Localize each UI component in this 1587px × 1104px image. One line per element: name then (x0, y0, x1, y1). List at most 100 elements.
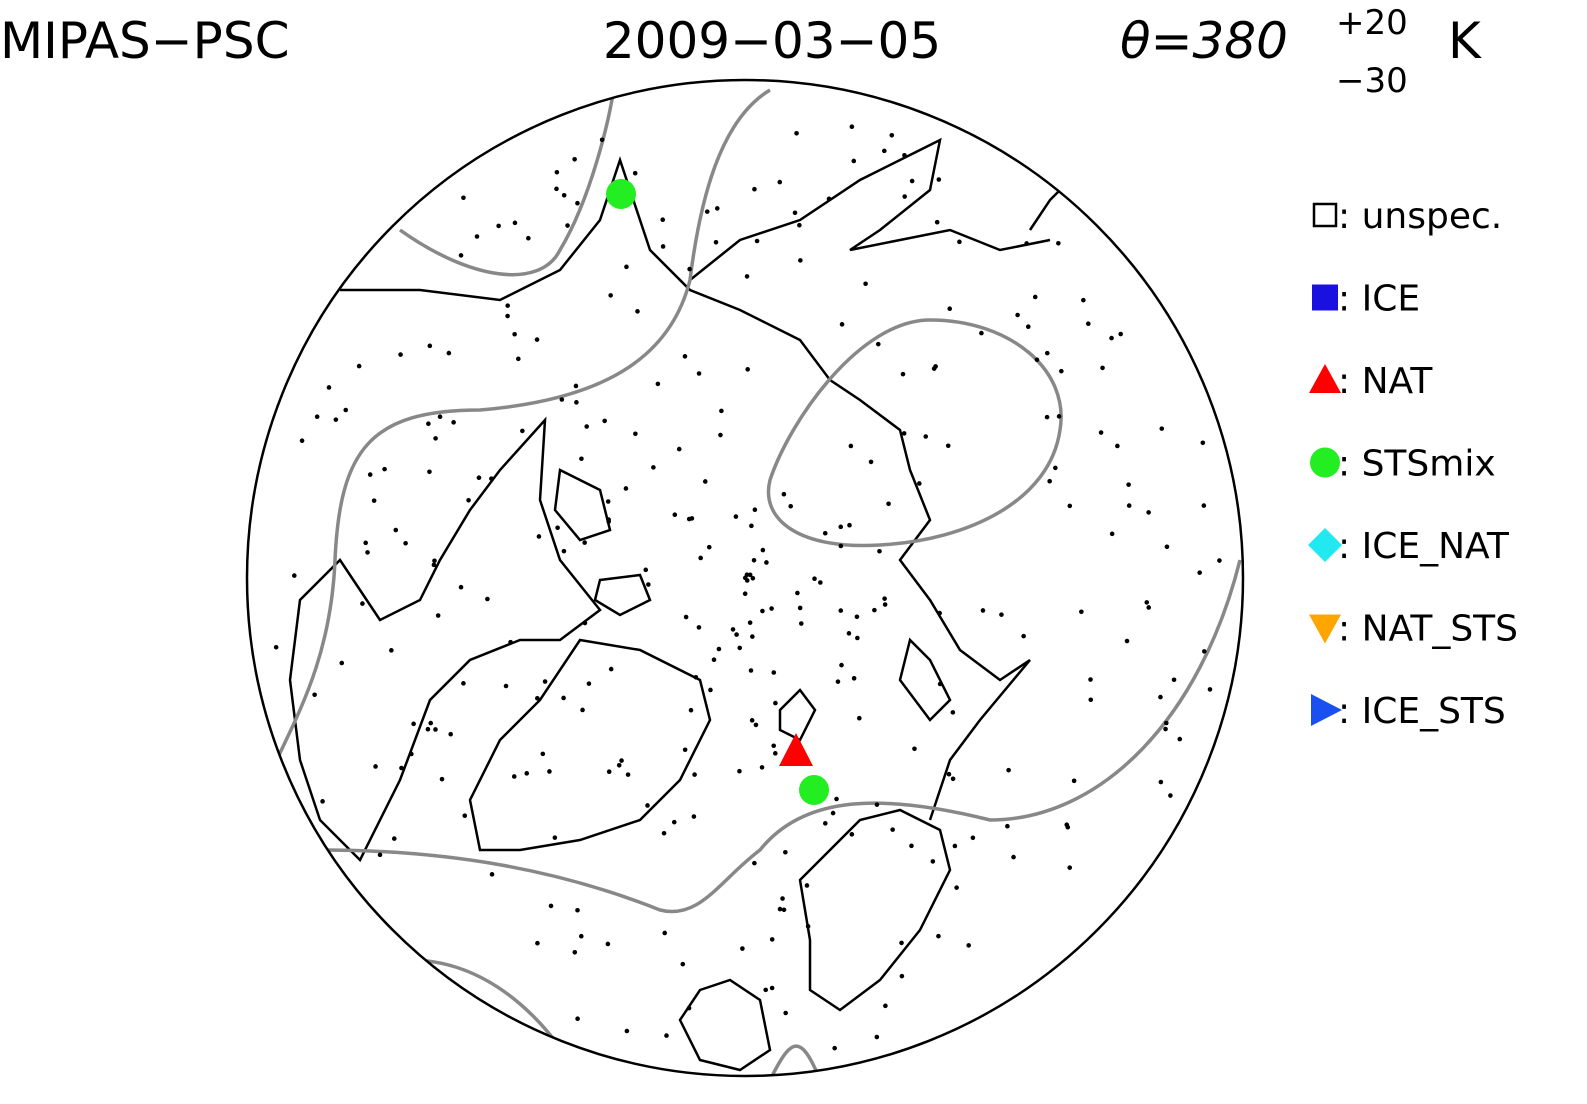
observation-point (839, 662, 844, 668)
observation-point (540, 751, 546, 757)
observation-point (1059, 368, 1064, 374)
observation-point (734, 632, 739, 637)
observation-point (937, 681, 943, 687)
observation-point (1163, 726, 1168, 732)
observation-point (1201, 503, 1207, 508)
observation-point (882, 148, 887, 154)
observation-point (1159, 426, 1165, 431)
observation-point (548, 903, 554, 909)
observation-point (427, 469, 432, 475)
observation-point (432, 558, 437, 564)
observation-point (476, 475, 482, 481)
observation-point (1081, 297, 1086, 303)
observation-point (830, 810, 836, 816)
observation-point (1100, 365, 1105, 371)
observation-point (1006, 767, 1011, 773)
observation-point (851, 158, 857, 164)
observation-point (855, 635, 860, 641)
observation-point (781, 491, 787, 497)
observation-point (838, 524, 844, 530)
observation-point (623, 486, 629, 491)
observation-point (797, 222, 802, 228)
observation-point (696, 371, 702, 376)
observation-point (561, 548, 567, 554)
observation-point (1164, 720, 1169, 726)
observation-point (535, 940, 540, 946)
observation-point (999, 612, 1004, 617)
observation-point (1067, 865, 1073, 870)
observation-point (458, 584, 464, 590)
legend-label: : NAT (1338, 361, 1433, 402)
observation-point (750, 634, 755, 639)
observation-point (846, 631, 852, 636)
observation-point (561, 192, 567, 198)
observation-point (461, 195, 466, 201)
observation-point (872, 607, 877, 613)
observation-point (909, 178, 915, 184)
observation-point (1025, 324, 1031, 329)
observation-point (299, 438, 305, 443)
observation-point (633, 431, 638, 437)
observation-point (759, 765, 765, 770)
observation-point (439, 776, 445, 782)
legend-symbol (1310, 447, 1340, 478)
observation-point (877, 548, 882, 554)
observation-point (979, 330, 984, 336)
legend-symbol (1309, 364, 1341, 393)
observation-point (1109, 531, 1115, 537)
observation-point (874, 1034, 880, 1040)
observation-point (777, 906, 783, 912)
observation-point (740, 946, 745, 951)
observation-point (748, 668, 754, 673)
observation-point (377, 852, 383, 858)
observation-point (687, 266, 692, 272)
observation-point (752, 186, 757, 192)
observation-point (832, 1045, 837, 1051)
observation-point (552, 835, 558, 840)
observation-point (749, 523, 754, 529)
observation-point (554, 169, 560, 175)
observation-point (573, 383, 579, 389)
observation-point (382, 466, 387, 472)
legend-label: : NAT_STS (1338, 609, 1518, 650)
observation-point (505, 303, 510, 308)
level-upper: +20 (1336, 3, 1408, 43)
observation-point (1126, 482, 1131, 487)
observation-point (752, 507, 758, 513)
observation-point (868, 459, 874, 465)
observation-point (1067, 503, 1073, 509)
observation-point (823, 821, 828, 826)
observation-point (651, 465, 656, 470)
stsmix-marker (799, 775, 829, 805)
map-body (258, 80, 1242, 1076)
observation-point (946, 771, 952, 777)
observation-point (314, 414, 320, 420)
observation-point (798, 258, 803, 263)
observation-point (1024, 241, 1029, 246)
observation-point (555, 525, 560, 531)
observation-point (950, 776, 956, 782)
observation-point (579, 456, 584, 462)
observation-point (849, 124, 855, 130)
observation-point (936, 933, 941, 939)
observation-point (1088, 677, 1093, 682)
observation-point (692, 772, 697, 777)
observation-point (360, 601, 365, 606)
observation-point (952, 843, 958, 849)
observation-point (565, 223, 570, 228)
observation-point (854, 614, 860, 620)
observation-point (849, 832, 855, 837)
instrument-title: MIPAS−PSC (0, 12, 289, 70)
observation-point (680, 961, 686, 967)
observation-point (273, 644, 279, 650)
observation-point (635, 309, 640, 314)
observation-point (716, 646, 722, 652)
stsmix-marker (606, 179, 636, 209)
observation-point (356, 363, 362, 369)
observation-point (744, 572, 750, 578)
observation-point (747, 572, 753, 578)
observation-point (586, 681, 592, 686)
observation-point (542, 679, 548, 684)
observation-point (1158, 694, 1163, 700)
observation-point (1047, 478, 1052, 484)
